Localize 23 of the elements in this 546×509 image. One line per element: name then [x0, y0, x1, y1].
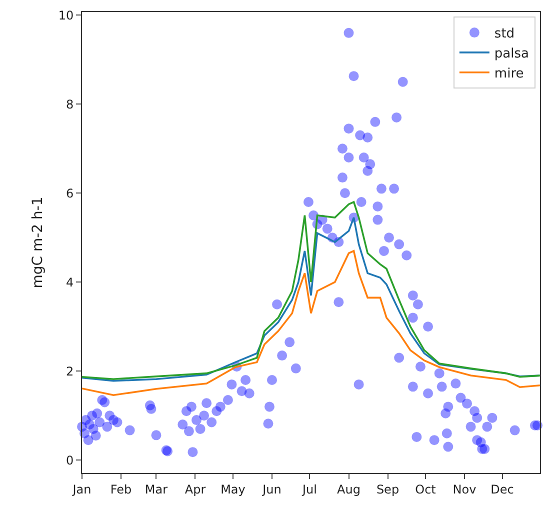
y-tick-label: 6 [66, 186, 74, 200]
y-tick-label: 4 [66, 275, 74, 290]
x-tick-label: Jul [302, 482, 317, 496]
legend-label: std [494, 26, 515, 42]
x-tick-label: Aug [337, 482, 360, 496]
x-tick-label: Jun [262, 482, 282, 496]
x-tick-label: Apr [184, 482, 206, 496]
x-tick-label: Jan [72, 482, 92, 496]
legend-label: palsa [494, 46, 529, 62]
line-series [82, 250, 540, 396]
y-tick-label: 2 [66, 364, 74, 378]
y-tick-label: 0 [66, 453, 74, 468]
x-tick-label: May [220, 482, 246, 496]
x-tick-label: Mar [144, 482, 168, 496]
x-tick-label: Sep [376, 482, 400, 496]
x-tick-label: Dec [490, 482, 514, 496]
y-tick-label: 8 [66, 97, 74, 112]
x-tick-label: Feb [110, 482, 132, 496]
x-tick-label: Nov [452, 482, 476, 496]
legend-label: mire [494, 66, 524, 82]
y-axis-title: mgC m-2 h-1 [30, 196, 46, 288]
x-tick-label: Oct [415, 482, 436, 496]
y-tick-label: 10 [58, 8, 74, 22]
